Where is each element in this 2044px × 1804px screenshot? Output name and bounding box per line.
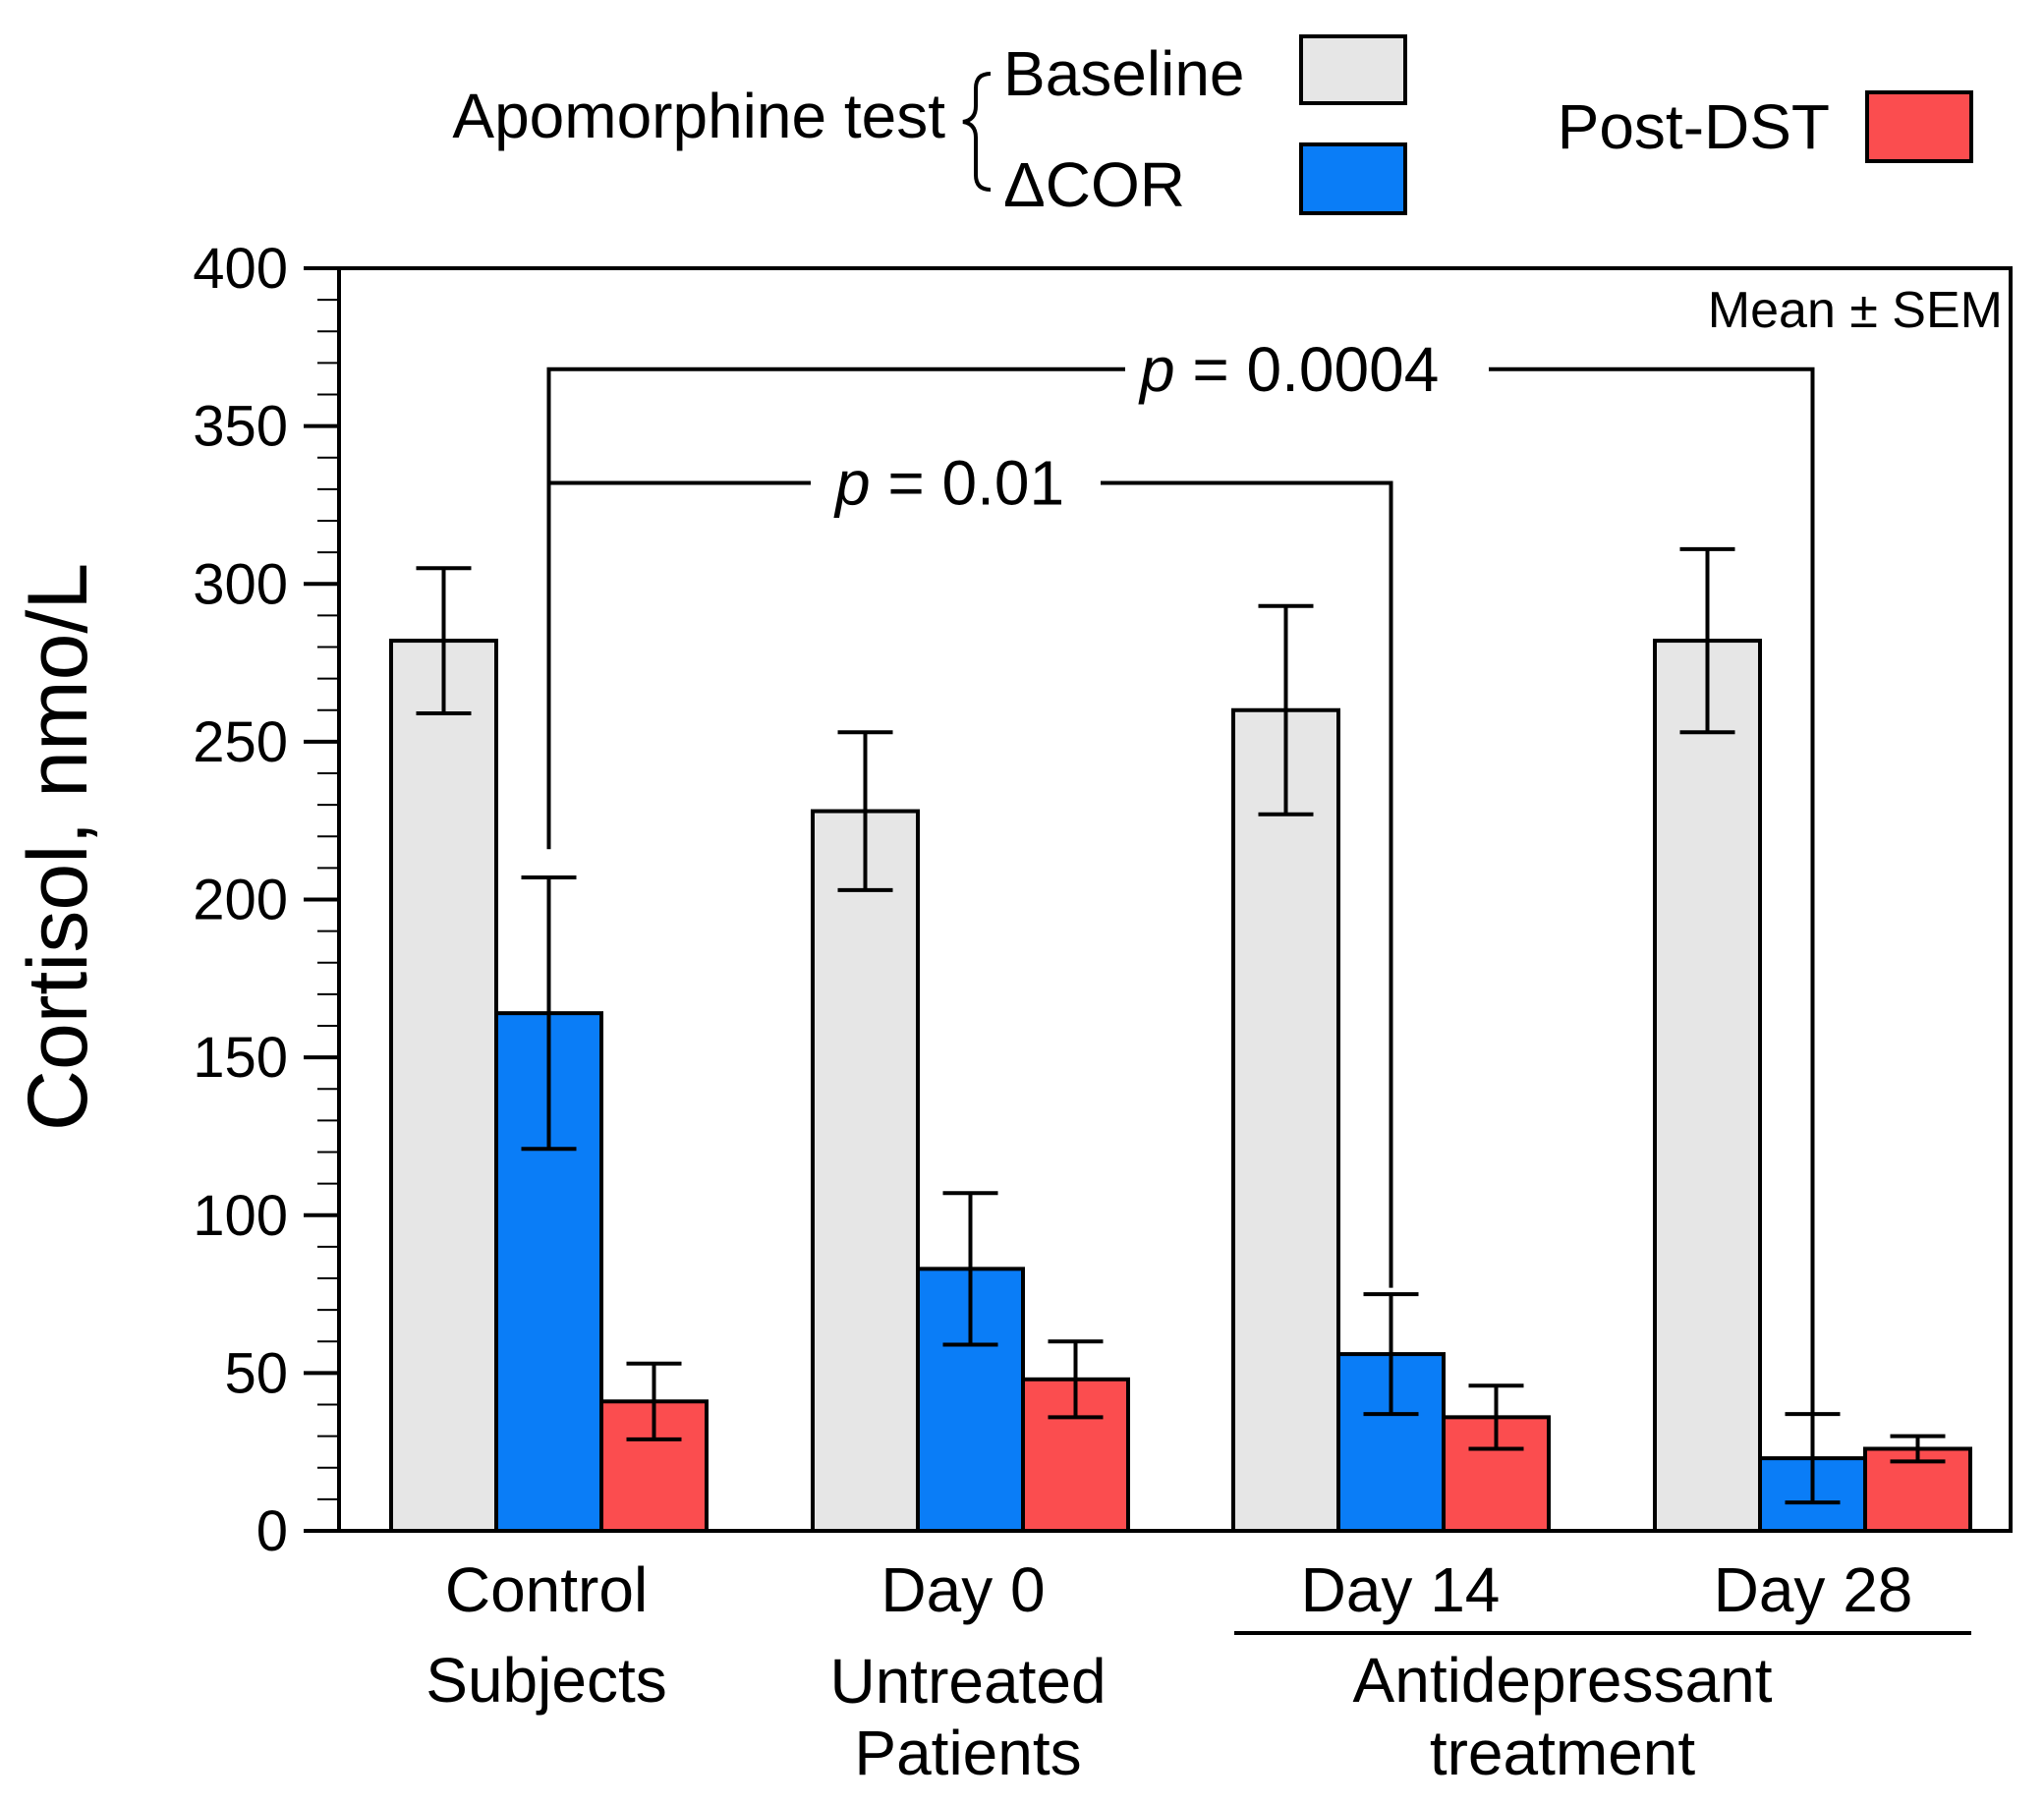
category-label-subjects: Subjects	[426, 1645, 666, 1716]
y-axis-title: Cortisol, nmo/L	[11, 563, 105, 1131]
error-bar-post-dst	[626, 1361, 682, 1441]
x-axis-labels: Control Subjects Day 0 Day 14 Day 28 Unt…	[426, 1554, 1971, 1788]
error-bar-post-dst	[1048, 1339, 1104, 1420]
group-label-antidepressant: Antidepressant	[1353, 1645, 1773, 1716]
significance-bracket: p = 0.01	[546, 447, 1393, 1288]
significance-bracket: p = 0.0004	[546, 334, 1815, 1437]
bar-baseline	[389, 639, 498, 1533]
category-label-day-28: Day 28	[1714, 1554, 1913, 1625]
legend-label-delta-cor: ΔCOR	[1003, 149, 1185, 220]
error-bars	[416, 546, 1946, 1505]
y-tick-label: 400	[193, 237, 288, 301]
error-bar-delta-cor	[521, 875, 577, 1152]
legend: Apomorphine test Baseline ΔCOR Post-DST	[452, 34, 1973, 220]
legend-label-post-dst: Post-DST	[1558, 91, 1830, 162]
mean-sem-note: Mean ± SEM	[1708, 282, 2003, 339]
error-bar-delta-cor	[942, 1191, 998, 1347]
bar-baseline	[811, 809, 920, 1533]
p-value-label: p = 0.01	[833, 447, 1064, 518]
error-bar-baseline	[1679, 546, 1735, 735]
category-label-day-0: Day 0	[880, 1554, 1045, 1625]
error-bar-post-dst	[1890, 1434, 1946, 1464]
y-tick-label: 200	[193, 869, 288, 932]
y-tick-label: 100	[193, 1184, 288, 1248]
error-bar-baseline	[416, 566, 472, 715]
error-bar-baseline	[837, 730, 893, 892]
y-axis-ticks: 0 50 100 150 200 250 300 350 400	[193, 237, 339, 1563]
error-bar-delta-cor	[1363, 1292, 1419, 1417]
group-label-patients: Patients	[854, 1718, 1081, 1788]
significance-brackets: p = 0.0004 p = 0.01	[546, 334, 1815, 1437]
y-tick-label: 150	[193, 1026, 288, 1090]
bar-baseline	[1653, 639, 1762, 1533]
bars	[389, 639, 1972, 1534]
y-tick-label: 300	[193, 552, 288, 616]
y-tick-label: 50	[224, 1341, 288, 1405]
category-label-control: Control	[445, 1554, 648, 1625]
plot-frame	[337, 266, 2013, 1533]
legend-group-title: Apomorphine test	[452, 81, 945, 151]
legend-label-baseline: Baseline	[1003, 38, 1245, 109]
legend-swatch-delta-cor	[1299, 142, 1407, 215]
legend-swatch-post-dst	[1865, 90, 1973, 163]
legend-brace	[962, 72, 992, 192]
group-label-treatment: treatment	[1430, 1718, 1696, 1788]
error-bar-baseline	[1258, 603, 1314, 817]
p-value-label: p = 0.0004	[1138, 334, 1439, 405]
y-tick-label: 0	[256, 1499, 288, 1563]
group-label-untreated: Untreated	[829, 1646, 1106, 1717]
y-tick-label: 350	[193, 395, 288, 459]
category-label-day-14: Day 14	[1301, 1554, 1501, 1625]
error-bar-post-dst	[1468, 1383, 1524, 1451]
legend-swatch-baseline	[1299, 34, 1407, 105]
y-tick-label: 250	[193, 710, 288, 774]
bar-baseline	[1231, 707, 1340, 1533]
